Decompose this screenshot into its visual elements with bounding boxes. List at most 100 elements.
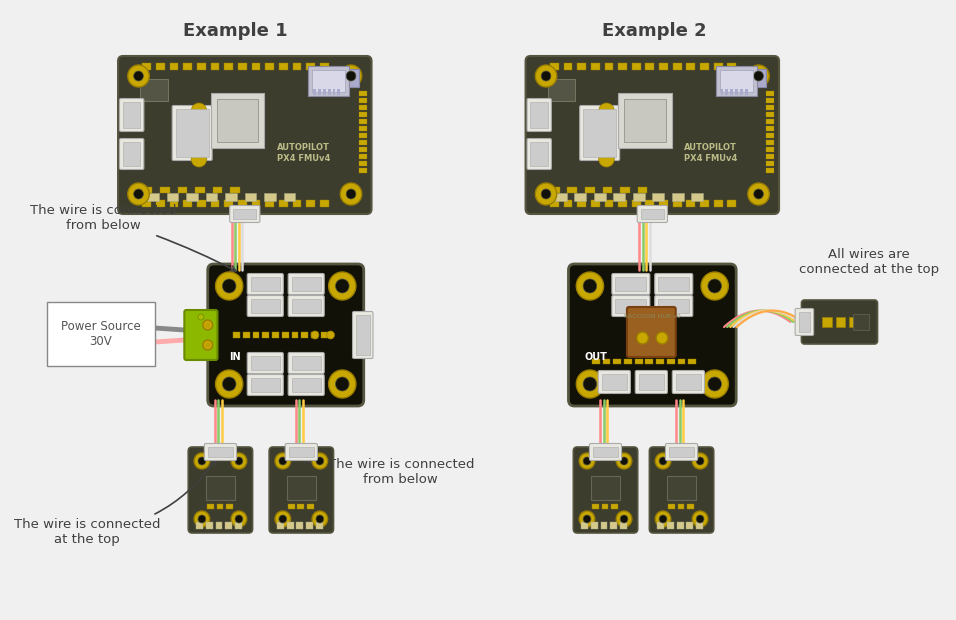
Bar — [233, 209, 256, 219]
FancyBboxPatch shape — [655, 273, 693, 294]
Circle shape — [312, 511, 328, 527]
Bar — [358, 140, 367, 145]
Circle shape — [696, 457, 704, 465]
FancyBboxPatch shape — [207, 264, 363, 406]
Bar — [687, 504, 694, 509]
Circle shape — [598, 151, 615, 167]
Bar — [667, 522, 674, 529]
Circle shape — [701, 370, 728, 398]
Bar — [610, 522, 618, 529]
FancyBboxPatch shape — [172, 105, 212, 161]
Circle shape — [336, 279, 349, 293]
Bar — [602, 359, 610, 364]
Bar — [645, 63, 654, 70]
Bar — [593, 447, 619, 457]
FancyBboxPatch shape — [635, 371, 667, 394]
FancyBboxPatch shape — [248, 374, 283, 396]
Bar — [358, 91, 367, 96]
Bar — [245, 193, 256, 201]
Bar — [678, 504, 684, 509]
Circle shape — [191, 151, 206, 167]
FancyBboxPatch shape — [229, 205, 260, 223]
Bar — [678, 359, 685, 364]
Bar — [243, 332, 250, 338]
Bar — [215, 522, 223, 529]
FancyBboxPatch shape — [655, 296, 693, 316]
Circle shape — [598, 103, 615, 119]
Circle shape — [279, 457, 287, 465]
Circle shape — [235, 515, 243, 523]
FancyBboxPatch shape — [574, 447, 638, 533]
Bar — [767, 105, 774, 110]
Bar — [616, 277, 646, 291]
Bar — [207, 447, 233, 457]
Bar — [798, 312, 811, 332]
Bar — [591, 200, 599, 207]
Bar — [156, 63, 164, 70]
Bar — [250, 299, 280, 313]
Circle shape — [753, 71, 764, 81]
FancyBboxPatch shape — [118, 56, 372, 214]
Circle shape — [340, 183, 361, 205]
Bar — [591, 522, 598, 529]
FancyBboxPatch shape — [795, 309, 814, 335]
Bar — [728, 63, 736, 70]
Circle shape — [215, 370, 243, 398]
Bar — [592, 504, 598, 509]
Circle shape — [748, 65, 770, 87]
Bar — [279, 63, 288, 70]
Bar — [677, 522, 684, 529]
Bar — [321, 332, 328, 338]
FancyBboxPatch shape — [590, 443, 621, 461]
FancyBboxPatch shape — [288, 353, 324, 373]
Bar — [721, 89, 724, 95]
FancyBboxPatch shape — [665, 443, 698, 461]
Circle shape — [535, 183, 556, 205]
Circle shape — [620, 515, 628, 523]
Circle shape — [194, 511, 209, 527]
Bar — [293, 63, 301, 70]
Bar — [333, 89, 336, 95]
Bar — [282, 332, 289, 338]
Bar — [531, 142, 548, 166]
Text: All wires are
connected at the top: All wires are connected at the top — [798, 248, 939, 276]
Bar — [356, 315, 370, 355]
Bar — [315, 522, 323, 529]
Bar — [358, 161, 367, 166]
Bar — [620, 187, 630, 193]
FancyBboxPatch shape — [248, 353, 283, 373]
Text: OUT: OUT — [584, 352, 607, 362]
Bar — [575, 193, 586, 201]
Bar — [216, 504, 224, 509]
Circle shape — [231, 453, 247, 469]
Circle shape — [579, 511, 595, 527]
Bar — [142, 187, 152, 193]
Circle shape — [541, 71, 551, 81]
Bar — [767, 168, 774, 173]
Bar — [531, 102, 548, 128]
Bar — [767, 161, 774, 166]
Bar — [147, 193, 159, 201]
Bar — [726, 89, 728, 95]
Bar — [554, 193, 567, 201]
Circle shape — [659, 515, 667, 523]
FancyBboxPatch shape — [598, 371, 630, 394]
Bar — [672, 193, 684, 201]
Bar — [301, 332, 308, 338]
Bar — [657, 522, 664, 529]
Bar — [358, 147, 367, 152]
FancyBboxPatch shape — [248, 296, 283, 316]
Circle shape — [329, 272, 356, 300]
Bar — [641, 209, 664, 219]
Bar — [272, 332, 279, 338]
FancyBboxPatch shape — [672, 371, 705, 394]
Bar — [767, 154, 774, 159]
FancyBboxPatch shape — [801, 300, 878, 344]
Bar — [673, 200, 682, 207]
Circle shape — [656, 332, 668, 344]
Bar — [235, 522, 242, 529]
Bar — [691, 193, 703, 201]
Circle shape — [707, 377, 722, 391]
Bar — [550, 187, 559, 193]
Bar — [614, 193, 625, 201]
